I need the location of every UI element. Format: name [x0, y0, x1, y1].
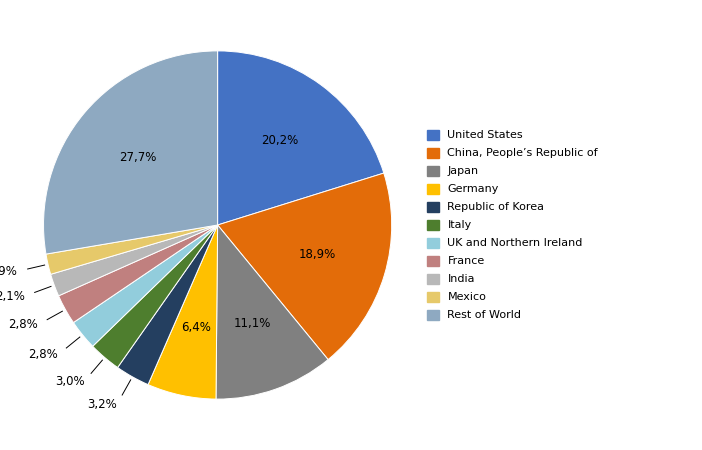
Wedge shape [216, 225, 328, 399]
Wedge shape [148, 225, 218, 399]
Text: 11,1%: 11,1% [234, 317, 271, 330]
Wedge shape [74, 225, 218, 346]
Legend: United States, China, People’s Republic of, Japan, Germany, Republic of Korea, I: United States, China, People’s Republic … [428, 130, 598, 320]
Wedge shape [46, 225, 218, 274]
Text: 2,8%: 2,8% [29, 348, 58, 361]
Text: 2,8%: 2,8% [8, 318, 38, 331]
Wedge shape [218, 51, 384, 225]
Text: 27,7%: 27,7% [119, 151, 157, 164]
Wedge shape [44, 51, 218, 254]
Text: 3,0%: 3,0% [55, 375, 84, 388]
Wedge shape [93, 225, 218, 368]
Wedge shape [58, 225, 218, 323]
Text: 3,2%: 3,2% [87, 398, 117, 411]
Text: 1,9%: 1,9% [0, 265, 18, 278]
Wedge shape [218, 173, 392, 360]
Wedge shape [51, 225, 218, 296]
Text: 20,2%: 20,2% [261, 135, 298, 147]
Text: 6,4%: 6,4% [181, 321, 211, 333]
Text: 18,9%: 18,9% [299, 248, 336, 261]
Wedge shape [118, 225, 218, 385]
Text: 2,1%: 2,1% [0, 289, 25, 302]
